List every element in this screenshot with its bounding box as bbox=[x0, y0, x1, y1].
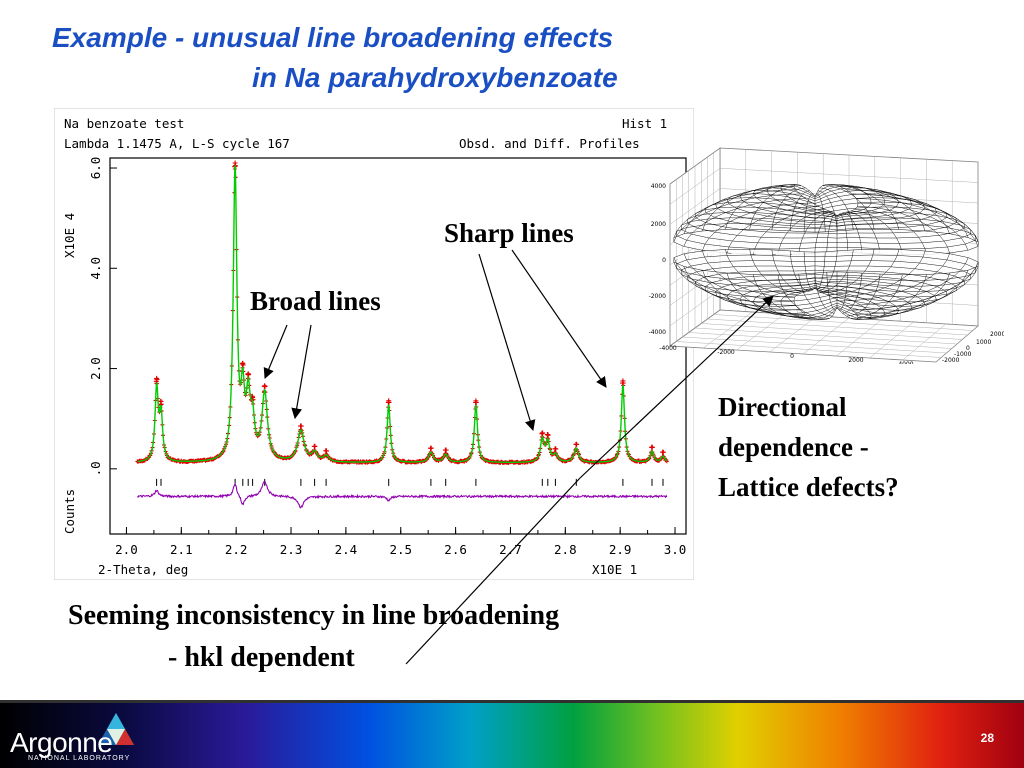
label-sharp-lines: Sharp lines bbox=[444, 218, 574, 248]
x-tick-label: 2.1 bbox=[170, 542, 193, 557]
y-tick-label: .0 bbox=[88, 461, 103, 476]
label-directional-1: Directional bbox=[718, 392, 847, 422]
plot-header-right1: Hist 1 bbox=[622, 116, 667, 131]
calculated-profile-series bbox=[137, 165, 668, 463]
page-number: 28 bbox=[980, 731, 994, 745]
surface-y-tick-label: 1000 bbox=[976, 339, 991, 346]
y-tick-label: 4.0 bbox=[88, 257, 103, 280]
surface-z-tick-label: 4000 bbox=[651, 183, 666, 190]
surface-y-tick-label: 0 bbox=[966, 345, 970, 352]
powder-diffraction-plot: Na benzoate test Lambda 1.1475 A, L-S cy… bbox=[54, 108, 694, 580]
surface-x-tick-label: 4000 bbox=[898, 361, 913, 364]
argonne-logo-triangle-icon bbox=[98, 713, 134, 745]
surface-z-tick-label: -4000 bbox=[649, 329, 667, 336]
surface-y-tick-label: -2000 bbox=[942, 357, 960, 364]
x-tick-label: 2.9 bbox=[609, 542, 632, 557]
x-tick-label: 2.7 bbox=[499, 542, 522, 557]
surface-z-tick-label: -2000 bbox=[649, 293, 667, 300]
label-directional-2: dependence - bbox=[718, 432, 869, 462]
surface-y-tick-label: 2000 bbox=[990, 331, 1004, 338]
surface-z-tick-label: 2000 bbox=[651, 221, 666, 228]
x-tick-label: 2.6 bbox=[444, 542, 467, 557]
label-inconsistency-2: - hkl dependent bbox=[168, 642, 355, 673]
label-directional-3: Lattice defects? bbox=[718, 472, 899, 502]
x-scale-label: X10E 1 bbox=[592, 562, 637, 577]
x-tick-label: 2.0 bbox=[115, 542, 138, 557]
surface-lower-lobe bbox=[673, 249, 979, 320]
surface-x-tick-label: -4000 bbox=[659, 345, 677, 352]
x-tick-label: 2.4 bbox=[335, 542, 358, 557]
x-axis-label: 2-Theta, deg bbox=[98, 562, 188, 577]
footer-divider bbox=[0, 700, 1024, 703]
footer-banner: Argonne NATIONAL LABORATORY 28 bbox=[0, 703, 1024, 768]
x-tick-label: 2.8 bbox=[554, 542, 577, 557]
slide-title-line1: Example - unusual line broadening effect… bbox=[52, 22, 614, 53]
plot-header-left1: Na benzoate test bbox=[64, 116, 184, 131]
surface-upper-lobe bbox=[673, 184, 979, 255]
argonne-logo-subtitle: NATIONAL LABORATORY bbox=[28, 755, 131, 762]
slide-title-line2: in Na parahydroxybenzoate bbox=[252, 62, 618, 93]
y-axis-label-counts: Counts bbox=[62, 489, 77, 534]
surface-x-tick-label: 0 bbox=[790, 353, 794, 360]
x-tick-label: 3.0 bbox=[664, 542, 687, 557]
x-tick-label: 2.5 bbox=[389, 542, 412, 557]
surface-x-tick-label: 2000 bbox=[848, 357, 863, 364]
y-tick-label: 2.0 bbox=[88, 357, 103, 380]
argonne-logo-text: Argonne bbox=[10, 727, 113, 758]
surface-z-tick-label: 0 bbox=[662, 257, 666, 264]
surface-3d-mesh bbox=[673, 184, 979, 320]
plot-header-right2: Obsd. and Diff. Profiles bbox=[459, 136, 640, 151]
plot-header-left2: Lambda 1.1475 A, L-S cycle 167 bbox=[64, 136, 290, 151]
surface-y-tick-label: -1000 bbox=[954, 351, 972, 358]
y-axis-label: X10E 4 bbox=[62, 213, 77, 258]
label-broad-lines: Broad lines bbox=[250, 286, 381, 316]
x-tick-label: 2.3 bbox=[280, 542, 303, 557]
directional-dependence-3d-plot: 4000 2000 0 -2000 -4000 -4000 -2000 0 2000 4000 20… bbox=[649, 147, 1004, 364]
x-tick-label: 2.2 bbox=[225, 542, 248, 557]
y-tick-label: 6.0 bbox=[88, 157, 103, 180]
label-inconsistency-1: Seeming inconsistency in line broadening bbox=[68, 600, 560, 631]
surface-x-tick-label: -2000 bbox=[717, 349, 735, 356]
